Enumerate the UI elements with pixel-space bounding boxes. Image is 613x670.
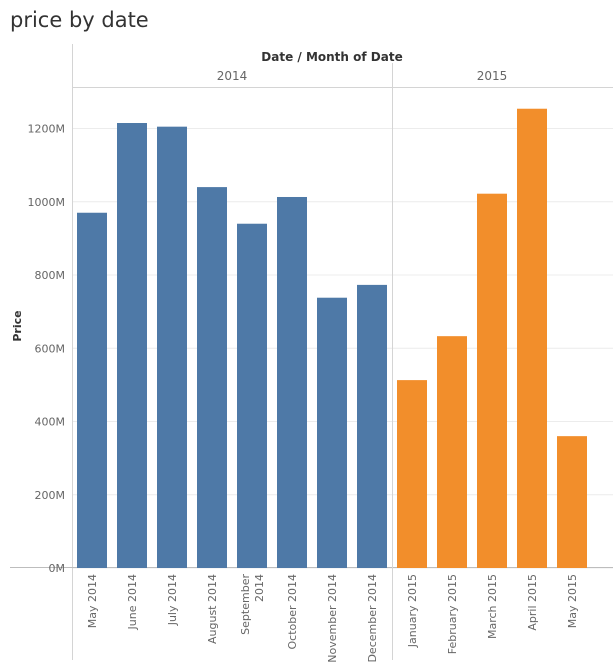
x-tick-label: July 2014 bbox=[166, 574, 179, 626]
bar bbox=[197, 187, 227, 568]
year-headers: 2014 2015 bbox=[217, 69, 508, 83]
bar bbox=[557, 436, 587, 568]
x-tick-label: March 2015 bbox=[486, 574, 499, 639]
bar bbox=[477, 193, 507, 568]
y-tick-label: 800M bbox=[35, 269, 66, 282]
x-tick-label: April 2015 bbox=[526, 574, 539, 631]
y-tick-label: 1000M bbox=[28, 196, 66, 209]
y-tick-label: 600M bbox=[35, 342, 66, 355]
chart-title: price by date bbox=[10, 8, 149, 32]
x-tick-label: May 2015 bbox=[566, 574, 579, 628]
column-header: Date / Month of Date bbox=[261, 50, 402, 64]
x-tick-label: May 2014 bbox=[86, 574, 99, 628]
bar bbox=[397, 380, 427, 568]
bar bbox=[117, 123, 147, 568]
year-header: 2014 bbox=[217, 69, 248, 83]
bar bbox=[437, 336, 467, 568]
x-axis-labels: May 2014 June 2014 July 2014 August 2014 Sep… bbox=[86, 574, 579, 663]
y-axis-label: Price bbox=[11, 310, 24, 341]
bar bbox=[237, 223, 267, 568]
x-tick-label: June 2014 bbox=[126, 574, 139, 630]
y-tick-label: 1200M bbox=[28, 123, 66, 136]
x-tick-label: November 2014 bbox=[326, 574, 339, 663]
bar bbox=[357, 284, 387, 568]
y-axis: 0M 200M 400M 600M 800M 1000M 1200M bbox=[28, 123, 66, 576]
y-tick-label: 400M bbox=[35, 416, 66, 429]
bar bbox=[77, 212, 107, 569]
x-tick-label: October 2014 bbox=[286, 574, 299, 650]
bar bbox=[317, 297, 347, 568]
year-header: 2015 bbox=[477, 69, 508, 83]
bar bbox=[157, 126, 187, 568]
bar bbox=[517, 108, 547, 568]
x-tick-label: February 2015 bbox=[446, 574, 459, 654]
x-tick-label: September2014 bbox=[239, 574, 266, 635]
chart-frame bbox=[10, 44, 613, 660]
bar bbox=[277, 196, 307, 568]
y-tick-label: 200M bbox=[35, 489, 66, 502]
y-tick-label: 0M bbox=[49, 562, 66, 575]
x-tick-label: January 2015 bbox=[406, 574, 419, 648]
bars bbox=[77, 108, 587, 569]
x-tick-label: December 2014 bbox=[366, 574, 379, 663]
x-tick-label: August 2014 bbox=[206, 574, 219, 644]
